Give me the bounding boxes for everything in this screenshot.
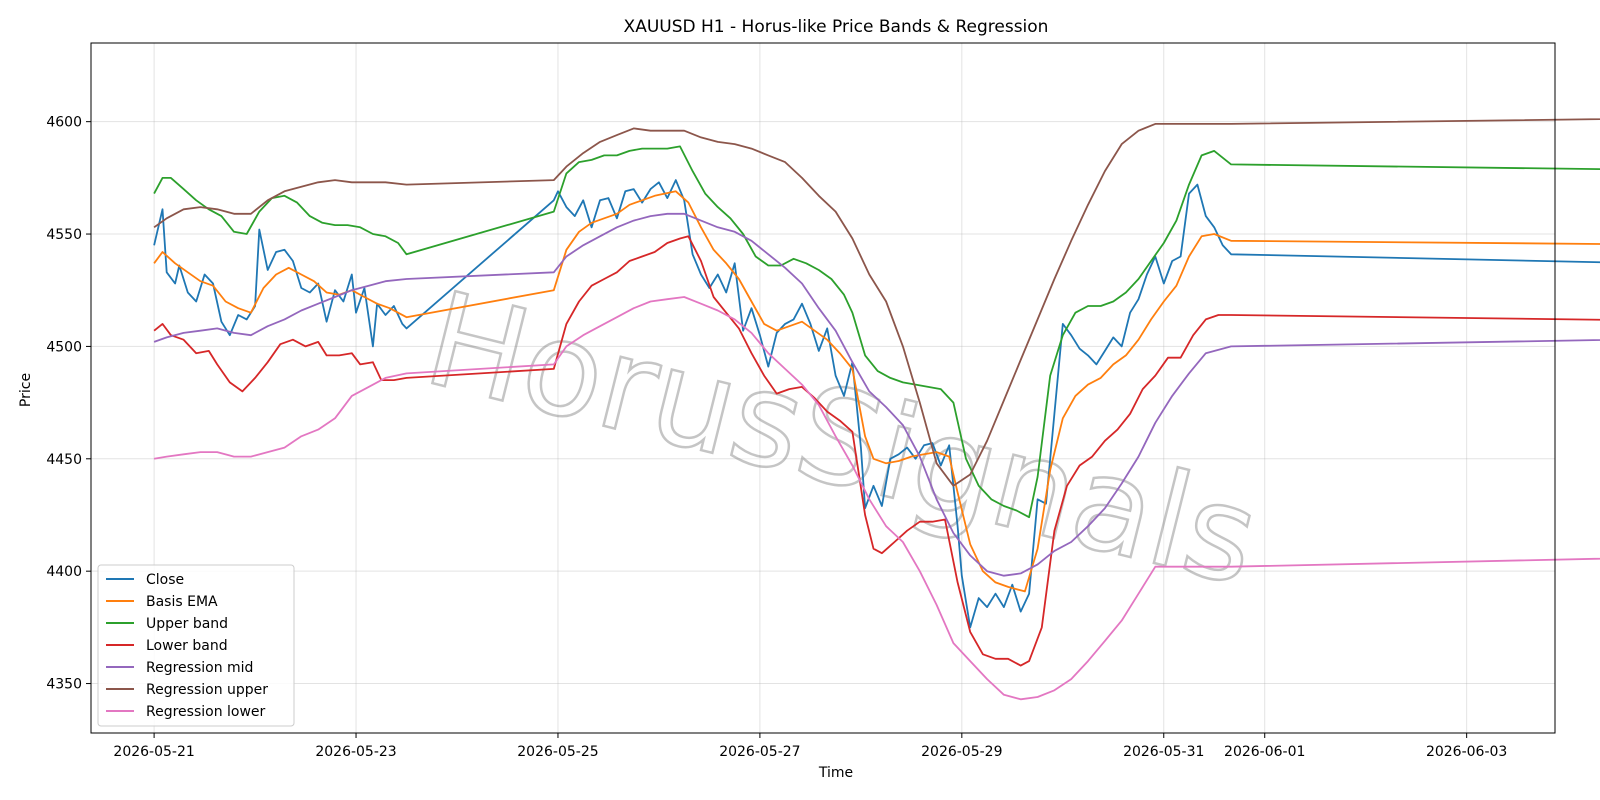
- plot-frame: [90, 42, 1556, 734]
- series-line-regression-lower: [153, 296, 1600, 701]
- x-tick-label: 2026-05-27: [719, 744, 800, 760]
- y-tick-label: 4600: [46, 115, 82, 131]
- legend: Close Basis EMA Upper band Lower band Regres…: [97, 564, 295, 727]
- chart-title: XAUUSD H1 - Horus-like Price Bands & Reg…: [624, 17, 1049, 37]
- series-lines: [153, 118, 1600, 701]
- legend-box: [97, 564, 295, 727]
- grid-lines: [91, 43, 1555, 733]
- x-tick-label: 2026-05-23: [315, 744, 396, 760]
- legend-label: Regression upper: [146, 682, 268, 698]
- y-tick-label: 4500: [46, 339, 82, 355]
- x-axis: 2026-05-21 2026-05-23 2026-05-25 2026-05-27…: [113, 733, 1507, 760]
- x-axis-label: Time: [818, 765, 853, 781]
- series-line-basis-ema: [153, 190, 1600, 593]
- series-line-regression-upper: [153, 118, 1600, 487]
- x-tick-label: 2026-05-31: [1123, 744, 1204, 760]
- legend-label: Close: [146, 572, 184, 588]
- x-tick-label: 2026-05-25: [517, 744, 598, 760]
- x-tick-label: 2026-06-01: [1224, 744, 1305, 760]
- series-line-close: [153, 179, 1600, 629]
- legend-label: Regression lower: [146, 704, 266, 720]
- x-tick-label: 2026-05-21: [113, 744, 194, 760]
- series-line-upper-band: [153, 145, 1600, 519]
- y-axis: 4350 4400 4450 4500 4550 4600: [46, 115, 91, 693]
- legend-label: Basis EMA: [146, 594, 218, 610]
- series-line-lower-band: [153, 235, 1600, 667]
- legend-label: Regression mid: [146, 660, 253, 676]
- legend-label: Lower band: [146, 638, 228, 654]
- series-line-regression-mid: [153, 212, 1600, 577]
- y-tick-label: 4350: [46, 677, 82, 693]
- y-tick-label: 4450: [46, 452, 82, 468]
- x-tick-label: 2026-06-03: [1426, 744, 1507, 760]
- x-tick-label: 2026-05-29: [921, 744, 1002, 760]
- y-tick-label: 4400: [46, 564, 82, 580]
- legend-label: Upper band: [146, 616, 228, 632]
- y-tick-label: 4550: [46, 227, 82, 243]
- y-axis-label: Price: [18, 373, 34, 407]
